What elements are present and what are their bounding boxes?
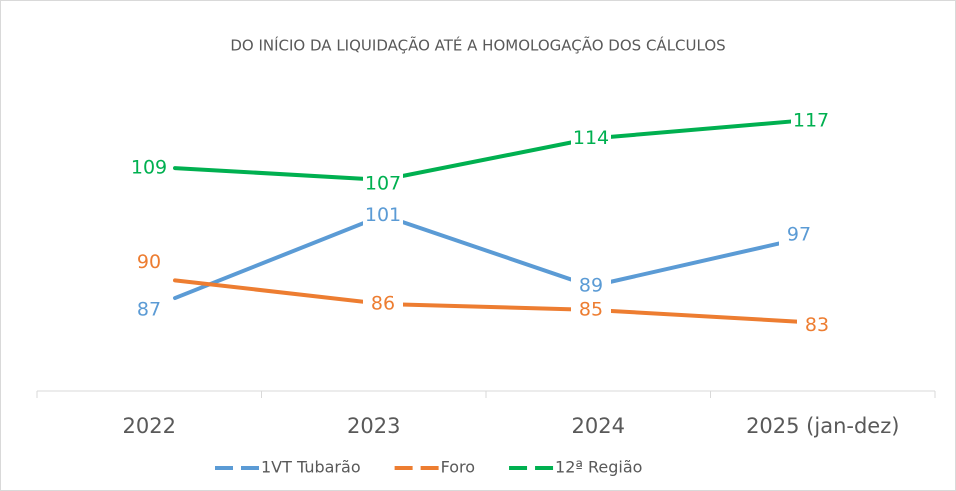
- data-label: 109: [131, 157, 167, 179]
- chart-title: DO INÍCIO DA LIQUIDAÇÃO ATÉ A HOMOLOGAÇÃ…: [230, 36, 725, 55]
- data-label: 117: [793, 109, 829, 131]
- data-label: 85: [579, 298, 603, 320]
- data-label-bg: [571, 274, 611, 299]
- data-label: 107: [365, 172, 401, 194]
- x-tick-label: 2022: [123, 414, 176, 438]
- legend-label: Foro: [441, 458, 475, 477]
- data-label: 83: [805, 314, 829, 336]
- data-label-bg: [363, 171, 403, 196]
- data-label-bg: [129, 156, 169, 181]
- data-label-bg: [129, 298, 169, 323]
- x-tick-label: 2025 (jan-dez): [746, 414, 899, 438]
- data-label-bg: [779, 222, 819, 247]
- data-label-bg: [363, 291, 403, 316]
- data-label-bg: [571, 126, 611, 151]
- data-label-bg: [791, 108, 831, 133]
- data-label: 97: [787, 223, 811, 245]
- series-line: [173, 278, 801, 324]
- series-line: [173, 118, 801, 182]
- data-label: 89: [579, 275, 603, 297]
- data-label: 87: [137, 299, 161, 321]
- x-tick-label: 2024: [572, 414, 625, 438]
- data-label-bg: [797, 313, 837, 338]
- data-label-bg: [571, 297, 611, 322]
- data-label-bg: [363, 203, 403, 228]
- legend-label: 12ª Região: [555, 458, 642, 477]
- data-label-bg: [129, 250, 169, 275]
- data-label: 86: [371, 292, 395, 314]
- data-label: 114: [573, 127, 609, 149]
- legend-label: 1VT Tubarão: [261, 458, 361, 477]
- data-label: 90: [137, 251, 161, 273]
- series-line: [173, 213, 801, 301]
- data-label: 101: [365, 204, 401, 226]
- x-tick-label: 2023: [347, 414, 400, 438]
